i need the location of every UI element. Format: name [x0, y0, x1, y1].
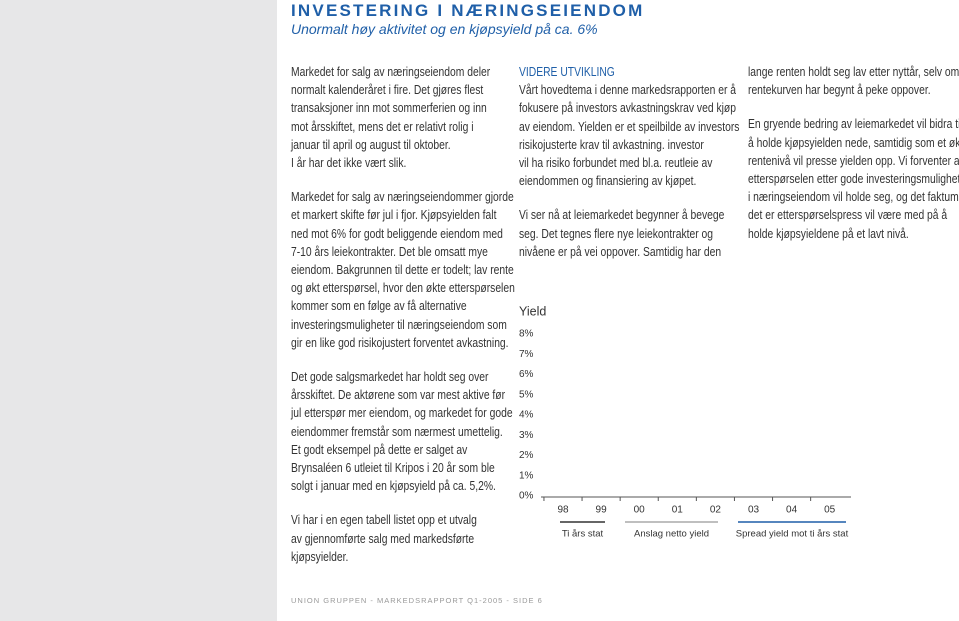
x-tick-label: 98 [557, 505, 569, 516]
legend-label: Anslag netto yield [634, 529, 709, 540]
text-line: ned mot 6% for godt beliggende eiendom m… [291, 226, 503, 241]
paragraph: En gryende bedring av leiemarkedet vil b… [748, 115, 959, 242]
legend-label: Ti års stat [562, 529, 604, 540]
side-panel [0, 0, 277, 621]
paragraph: Markedet for salg av næringseiendom dele… [291, 63, 504, 172]
text-line: normalt kalenderåret i fire. Det gjøres … [291, 83, 484, 98]
y-tick-label: 6% [519, 369, 534, 380]
text-line: av eiendom. Yielden er et speilbilde av … [519, 119, 740, 134]
y-tick-label: 0% [519, 491, 534, 502]
text-line: transaksjoner inn mot sommerferien og in… [291, 101, 487, 116]
y-tick-label: 1% [519, 470, 534, 481]
text-line: et markert skifte før jul i fjor. Kjøpsy… [291, 208, 497, 223]
section-heading: VIDERE UTVIKLING [519, 65, 615, 79]
paragraph: lange renten holdt seg lav etter nyttår,… [748, 63, 959, 99]
text-line: I år har det ikke vært slik. [291, 156, 407, 171]
text-line: Markedet for salg av næringseiendommer g… [291, 190, 514, 205]
footer: UNION GRUPPEN - MARKEDSRAPPORT Q1-2005 -… [291, 596, 543, 605]
text-line: av gjennomførte salg med markedsførte [291, 531, 475, 546]
text-line: fokusere på investors avkastningskrav ve… [519, 101, 736, 116]
paragraph: Markedet for salg av næringseiendommer g… [291, 188, 515, 352]
text-line: solgt i januar med en kjøpsyield på ca. … [291, 479, 496, 494]
text-column: lange renten holdt seg lav etter nyttår,… [748, 63, 959, 259]
text-line: januar til april og august til oktober. [291, 137, 451, 152]
y-tick-label: 5% [519, 389, 534, 400]
title: INVESTERING I NÆRINGSEIENDOM [291, 1, 645, 20]
y-tick-label: 8% [519, 329, 534, 340]
paragraph: Vi ser nå at leiemarkedet begynner å bev… [519, 206, 732, 261]
text-line: lange renten holdt seg lav etter nyttår,… [748, 65, 959, 79]
text-line: og økt etterspørsel, hvor den økte etter… [291, 281, 515, 296]
text-line: kjøpsyielder. [291, 549, 349, 564]
x-tick-label: 02 [710, 505, 722, 516]
text-line: jul etterspør mer eiendom, og markedet f… [291, 406, 513, 421]
text-line: Brynsaléen 6 utleiet til Kripos i 20 år … [291, 461, 495, 476]
text-line: eiendommen og finansiering av kjøpet. [519, 174, 697, 189]
text-column: VIDERE UTVIKLING Vårt hovedtema i denne m… [519, 63, 740, 277]
text-line: etterspørselen etter gode investeringsmu… [748, 172, 959, 187]
text-line: rentenivå vil presse yielden opp. Vi for… [748, 153, 959, 168]
text-line: mot årsskiftet, mens det er relativt rol… [291, 119, 474, 134]
text-line: årsskiftet. De aktørene som var mest akt… [291, 388, 506, 403]
text-line: kommer som en følge av få alternative [291, 299, 467, 314]
text-line: eiendommer fremstår som nærmest umetteli… [291, 424, 503, 439]
text-line: Vi har i en egen tabell listet opp et ut… [291, 513, 477, 528]
subtitle: Unormalt høy aktivitet og en kjøpsyield … [291, 21, 598, 37]
paragraph: Det gode salgsmarkedet har holdt seg ove… [291, 368, 513, 495]
y-tick-label: 2% [519, 450, 534, 461]
text-line: Det gode salgsmarkedet har holdt seg ove… [291, 370, 489, 385]
text-line: Vi ser nå at leiemarkedet begynner å bev… [519, 208, 725, 223]
text-line: i næringseiendom vil holde seg, og det f… [748, 190, 959, 205]
text-line: 7-10 års leiekontrakter. Det ble omsatt … [291, 244, 488, 259]
text-line: holde kjøpsyieldene på et lavt nivå. [748, 226, 909, 241]
text-line: Markedet for salg av næringseiendom dele… [291, 65, 491, 79]
x-tick-label: 03 [748, 505, 760, 516]
y-tick-label: 7% [519, 349, 534, 360]
y-tick-label: 4% [519, 410, 534, 421]
text-line: gir en like god risikojustert forventet … [291, 335, 509, 350]
text-line: risikojusterte krav til avkastning. inve… [519, 137, 704, 152]
x-tick-label: 05 [824, 505, 836, 516]
text-line: En gryende bedring av leiemarkedet vil b… [748, 117, 959, 132]
x-tick-label: 99 [596, 505, 608, 516]
legend-label: Spread yield mot ti års stat [736, 529, 849, 540]
y-tick-label: 3% [519, 430, 534, 441]
text-line: Vårt hovedtema i denne markedsrapporten … [519, 83, 736, 98]
x-tick-label: 01 [672, 505, 684, 516]
text-line: det er etterspørselspress vil være med p… [748, 208, 948, 223]
text-line: Et godt eksempel på dette er salget av [291, 442, 468, 457]
paragraph: Vårt hovedtema i denne markedsrapporten … [519, 81, 740, 190]
text-line: å holde kjøpsyielden nede, samtidig som … [748, 135, 959, 150]
text-line: vil ha risiko forbundet med bl.a. reutle… [519, 156, 713, 171]
text-line: seg. Det tegnes flere nye leiekontrakter… [519, 226, 714, 241]
text-column: Markedet for salg av næringseiendom dele… [291, 63, 515, 582]
text-line: investeringsmuligheter til næringseiendo… [291, 317, 507, 332]
text-line: nivåene er på vei oppover. Samtidig har … [519, 244, 722, 259]
text-line: eiendom. Bakgrunnen til dette er todelt;… [291, 263, 514, 278]
x-tick-label: 04 [786, 505, 798, 516]
y-axis-label: Yield [519, 304, 546, 318]
paragraph: Vi har i en egen tabell listet opp et ut… [291, 511, 504, 566]
x-tick-label: 00 [634, 505, 646, 516]
text-line: rentekurven har begynt å peke oppover. [748, 83, 931, 98]
